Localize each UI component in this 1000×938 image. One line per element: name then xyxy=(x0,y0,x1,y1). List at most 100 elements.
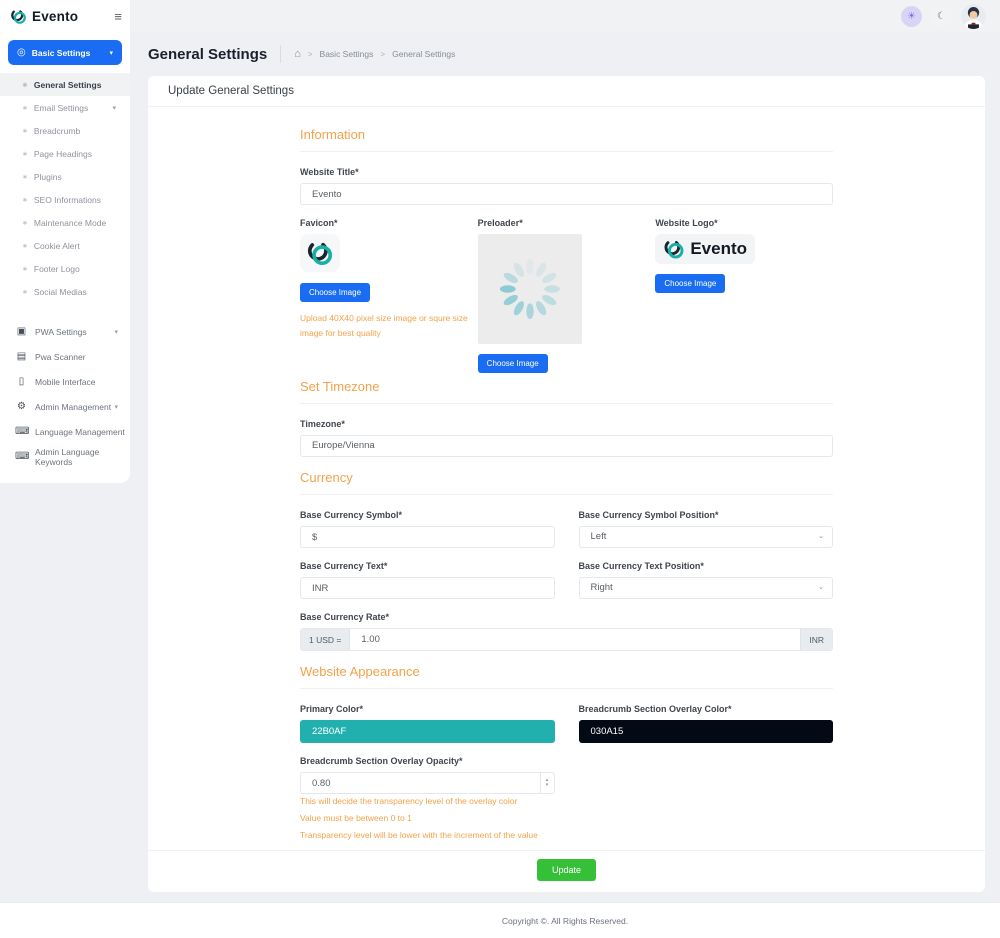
sidebar-item-social-medias[interactable]: ∗ Social Medias xyxy=(0,280,130,303)
bullet-icon: ∗ xyxy=(22,219,28,227)
breadcrumb-general-settings[interactable]: General Settings xyxy=(392,49,456,59)
mobile-phone-icon: ▯ xyxy=(18,376,25,387)
admin-gear-icon: ⚙ xyxy=(17,401,26,412)
section-title-currency: Currency xyxy=(300,470,353,485)
sidebar-item-admin-management[interactable]: ⚙ Admin Management ▾ xyxy=(0,394,130,419)
user-avatar[interactable] xyxy=(961,3,986,29)
number-stepper[interactable]: ▴ ▾ xyxy=(539,773,554,793)
update-button[interactable]: Update xyxy=(536,859,597,881)
copyright-text: Copyright ©. All Rights Reserved. xyxy=(501,915,629,926)
divider xyxy=(300,151,833,152)
website-logo-label: Website Logo* xyxy=(655,218,718,228)
sidebar-item-label: Admin Management xyxy=(35,401,112,412)
sidebar-item-footer-logo[interactable]: ∗ Footer Logo xyxy=(0,257,130,280)
opacity-row: Breadcrumb Section Overlay Opacity* ▴▾ xyxy=(300,756,833,794)
primary-color-input[interactable]: 22B0AF xyxy=(300,720,555,743)
scanner-icon: ▤ xyxy=(16,351,27,362)
sidebar-item-seo-informations[interactable]: ∗ SEO Informations xyxy=(0,188,130,211)
currency-row-1: Base Currency Symbol* Base Currency Symb… xyxy=(300,510,833,561)
sidebar-item-language-management[interactable]: ⌨ Language Management xyxy=(0,419,130,444)
opacity-column: Breadcrumb Section Overlay Opacity* ▴▾ xyxy=(300,756,555,794)
card-body: Information Website Title* Favicon* Choo… xyxy=(148,107,985,840)
sidebar-item-pwa-settings[interactable]: ▣ PWA Settings ▾ xyxy=(0,319,130,344)
timezone-selected-value: Europe/Vienna xyxy=(312,440,375,451)
currency-text-group: Base Currency Text* xyxy=(300,561,555,599)
sidebar-item-label: SEO Informations xyxy=(33,194,101,205)
bullet-icon: ∗ xyxy=(22,127,28,135)
stepper-up-icon: ▴ xyxy=(545,777,549,783)
website-logo-column: Website Logo* Evento Choose Image xyxy=(655,218,833,373)
timezone-group: Timezone* Europe/Vienna xyxy=(300,419,833,457)
favicon-preview xyxy=(300,234,340,272)
currency-text-input[interactable] xyxy=(300,577,555,599)
opacity-input[interactable] xyxy=(300,772,555,794)
currency-rate-suffix: INR xyxy=(800,629,832,650)
sidebar-item-label: Breadcrumb xyxy=(33,125,81,136)
preloader-choose-image-button[interactable]: Choose Image xyxy=(477,354,548,373)
sidebar-item-label: Mobile Interface xyxy=(35,376,96,387)
sidebar-item-plugins[interactable]: ∗ Plugins xyxy=(0,165,130,188)
preloader-column: Preloader* xyxy=(477,218,656,373)
keyboard-icon: ⌨ xyxy=(15,426,30,437)
sidebar-item-breadcrumb[interactable]: ∗ Breadcrumb xyxy=(0,119,130,142)
sidebar-sub-list: ∗ General Settings ∗ Email Settings ▾ ∗ Brea… xyxy=(0,69,130,311)
primary-color-group: Primary Color* 22B0AF xyxy=(300,704,555,743)
currency-rate-label: Base Currency Rate* xyxy=(300,612,390,622)
sidebar-item-maintenance-mode[interactable]: ∗ Maintenance Mode xyxy=(0,211,130,234)
sidebar-item-basic-settings[interactable]: ◎ Basic Settings ▾ xyxy=(8,40,122,65)
sidebar-item-email-settings[interactable]: ∗ Email Settings ▾ xyxy=(0,96,130,119)
pwa-app-icon: ▣ xyxy=(16,326,27,337)
sidebar-group-list: ▣ PWA Settings ▾ ▤ Pwa Scanner ▯ Mobile Inte… xyxy=(0,311,130,469)
currency-text-position-select[interactable]: Right ⌄ xyxy=(578,577,833,599)
breadcrumb: ⌂ > Basic Settings > General Settings xyxy=(294,48,455,60)
overlay-color-label: Breadcrumb Section Overlay Color* xyxy=(578,704,732,714)
sun-icon: ☀ xyxy=(907,10,916,22)
website-logo-preview: Evento xyxy=(655,234,756,264)
website-title-input[interactable] xyxy=(300,183,833,205)
preloader-label: Preloader* xyxy=(477,218,523,228)
chevron-down-icon: ▾ xyxy=(109,49,113,57)
sidebar-item-cookie-alert[interactable]: ∗ Cookie Alert xyxy=(0,234,130,257)
brand-name: Evento xyxy=(32,8,79,24)
currency-symbol-position-select[interactable]: Left ⌄ xyxy=(578,526,833,548)
page-footer: Copyright ©. All Rights Reserved. xyxy=(0,902,1000,938)
currency-symbol-group: Base Currency Symbol* xyxy=(300,510,555,548)
main-content: General Settings ⌂ > Basic Settings > Ge… xyxy=(130,32,1000,892)
overlay-color-input[interactable]: 030A15 xyxy=(578,720,833,743)
home-icon[interactable]: ⌂ xyxy=(294,48,301,60)
sidebar-item-pwa-scanner[interactable]: ▤ Pwa Scanner xyxy=(0,344,130,369)
bullet-icon: ∗ xyxy=(22,288,28,296)
sidebar-item-admin-language-keywords[interactable]: ⌨ Admin Language Keywords xyxy=(0,444,130,469)
timezone-select[interactable]: Europe/Vienna xyxy=(300,435,833,457)
light-theme-button[interactable]: ☀ xyxy=(901,5,922,27)
dark-theme-button[interactable]: ☾ xyxy=(931,5,952,27)
bullet-icon: ∗ xyxy=(22,173,28,181)
sidebar-item-label: Maintenance Mode xyxy=(33,217,107,228)
currency-symbol-input[interactable] xyxy=(300,526,555,548)
menu-icon[interactable]: ≡ xyxy=(114,8,122,24)
page-header: General Settings ⌂ > Basic Settings > Ge… xyxy=(148,32,985,76)
website-logo-text: Evento xyxy=(690,239,748,258)
selected-value: Right xyxy=(590,582,613,593)
breadcrumb-basic-settings[interactable]: Basic Settings xyxy=(319,49,374,59)
breadcrumb-separator: > xyxy=(380,49,386,59)
sidebar-item-label: Social Medias xyxy=(33,286,87,297)
currency-rate-input[interactable] xyxy=(350,629,801,650)
brand: Evento ≡ xyxy=(0,0,130,32)
sidebar-item-page-headings[interactable]: ∗ Page Headings xyxy=(0,142,130,165)
currency-text-position-label: Base Currency Text Position* xyxy=(578,561,704,571)
opacity-help-line: Value must be between 0 to 1 xyxy=(300,813,412,823)
sidebar-item-label: Email Settings xyxy=(33,102,89,113)
section-title-timezone: Set Timezone xyxy=(300,379,380,394)
sidebar-item-mobile-interface[interactable]: ▯ Mobile Interface xyxy=(0,369,130,394)
chevron-down-icon: ▾ xyxy=(112,104,116,112)
favicon-column: Favicon* Choose Image Upload 40X40 pixel… xyxy=(300,218,478,373)
website-logo-choose-image-button[interactable]: Choose Image xyxy=(655,274,726,293)
opacity-help-line: This will decide the transparency level … xyxy=(300,796,518,806)
sidebar-item-general-settings[interactable]: ∗ General Settings xyxy=(0,73,130,96)
section-title-information: Information xyxy=(300,127,366,142)
bullet-icon: ∗ xyxy=(22,81,28,89)
page-title: General Settings xyxy=(148,45,268,63)
sidebar-item-label: PWA Settings xyxy=(35,326,87,337)
favicon-choose-image-button[interactable]: Choose Image xyxy=(300,283,371,302)
